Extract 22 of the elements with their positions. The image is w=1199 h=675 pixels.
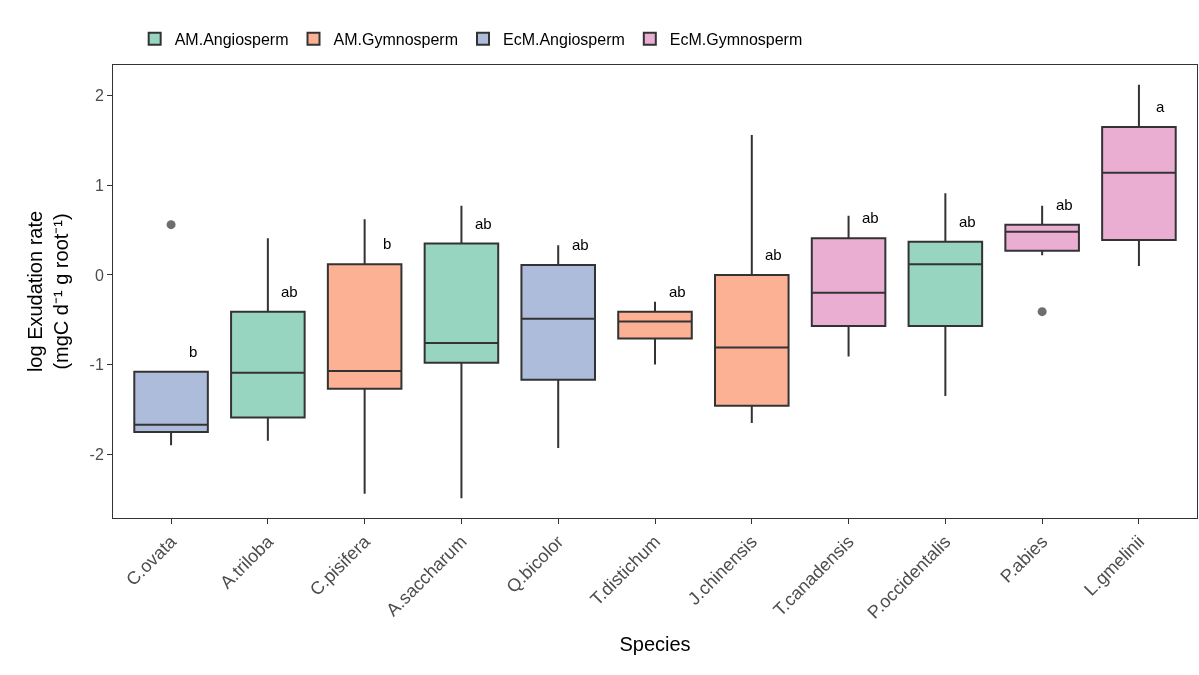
y-tick-label: -2 — [89, 445, 104, 463]
legend-label: AM.Angiosperm — [174, 31, 289, 49]
y-tick-label: -1 — [89, 356, 104, 374]
y-tick-label: 2 — [94, 87, 104, 105]
legend-label: AM.Gymnosperm — [333, 31, 458, 49]
annotation: ab — [765, 246, 782, 263]
annotation: b — [189, 343, 198, 360]
legend-label: EcM.Angiosperm — [502, 31, 625, 49]
annotation: ab — [959, 213, 976, 230]
annotation: ab — [281, 283, 298, 300]
legend-label: EcM.Gymnosperm — [669, 31, 803, 49]
annotation: ab — [1056, 196, 1073, 213]
annotation: ab — [669, 283, 686, 300]
annotation: ab — [572, 236, 589, 253]
annotation: a — [1156, 98, 1165, 115]
y-tick-label: 1 — [94, 176, 104, 194]
y-axis-title: log Exudation rate (mgC d⁻¹ g root⁻¹) — [24, 210, 73, 373]
annotation: ab — [475, 215, 492, 232]
annotation: b — [383, 235, 392, 252]
x-axis-title: Species — [619, 633, 691, 656]
annotation: ab — [862, 209, 879, 226]
y-tick-label: 0 — [94, 266, 104, 284]
